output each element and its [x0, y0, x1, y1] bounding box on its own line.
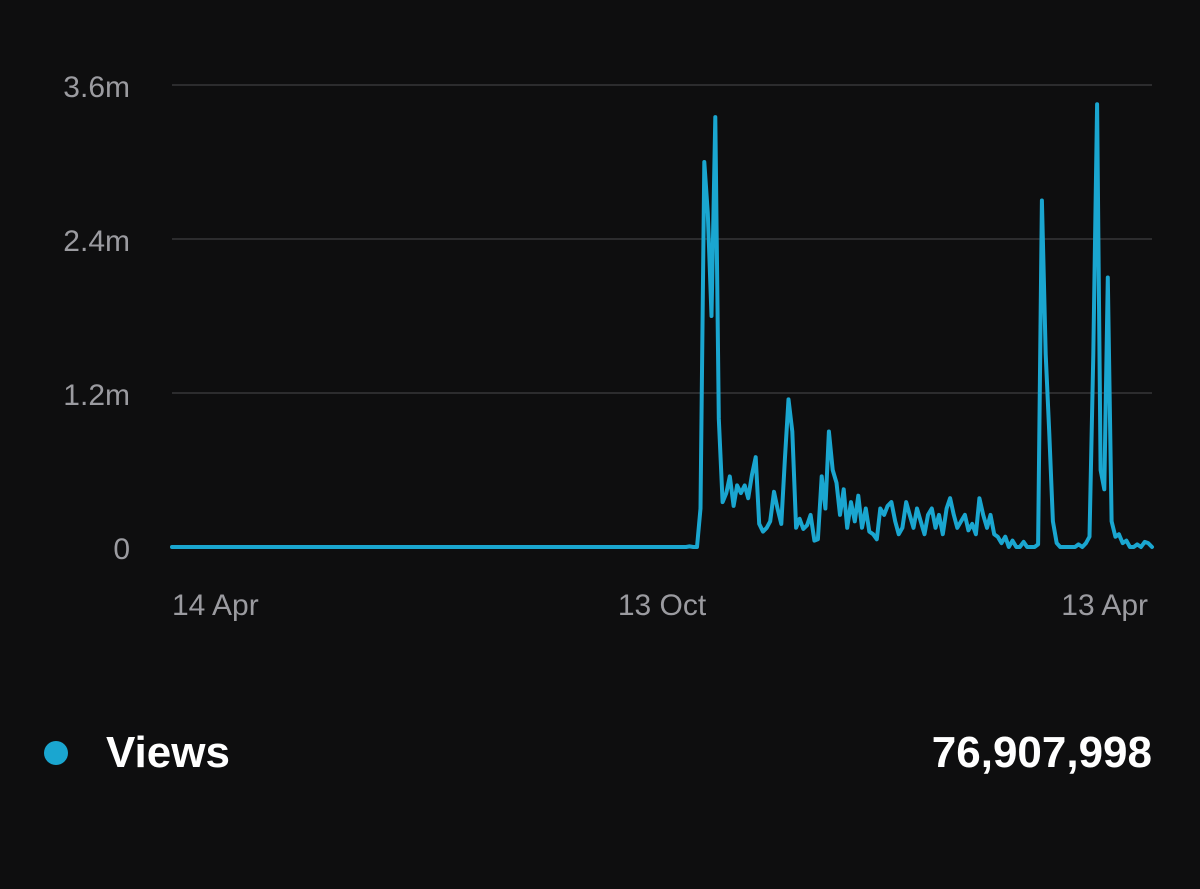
legend-row: Views 76,907,998: [0, 718, 1200, 788]
x-tick-label: 13 Oct: [618, 589, 707, 622]
legend-marker-icon: [44, 741, 68, 765]
y-tick-label: 3.6m: [63, 71, 130, 104]
x-tick-label: 13 Apr: [1061, 589, 1148, 622]
y-tick-label: 2.4m: [63, 225, 130, 258]
legend-label: Views: [106, 728, 230, 777]
line-chart: 0 1.2m 2.4m 3.6m 14 Apr 13 Oct 13 Apr: [63, 71, 1154, 622]
views-series-line: [170, 102, 1154, 549]
x-tick-label: 14 Apr: [172, 589, 259, 622]
y-tick-label: 0: [113, 533, 130, 566]
y-tick-label: 1.2m: [63, 379, 130, 412]
legend-total-value: 76,907,998: [931, 728, 1152, 777]
